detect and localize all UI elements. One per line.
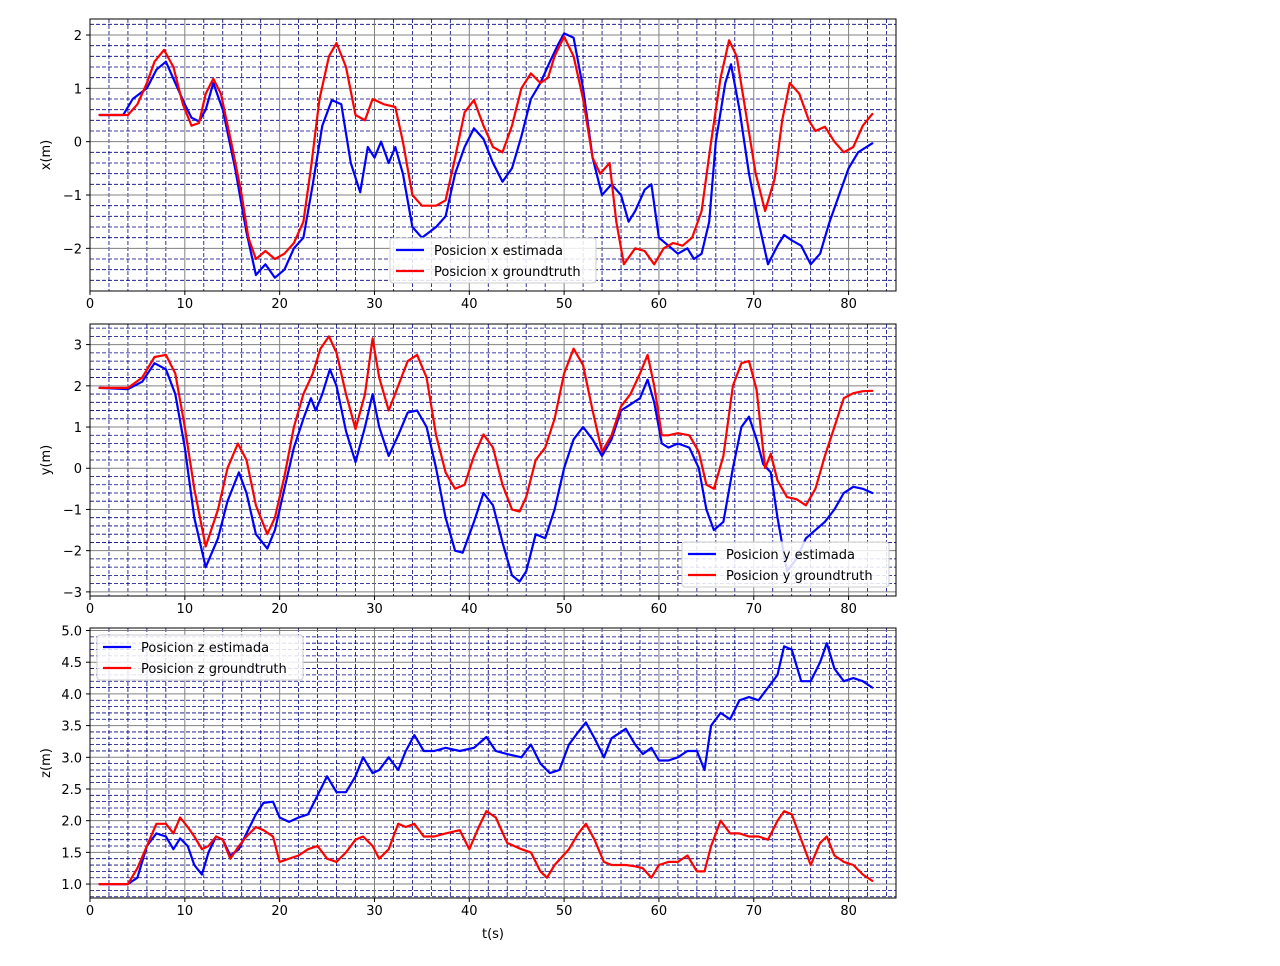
series-line-groundtruth	[98, 335, 874, 548]
x-tick-label: 10	[177, 602, 194, 617]
x-tick-label: 60	[651, 297, 668, 312]
legend-box	[96, 634, 304, 681]
y-tick-label: 2	[74, 380, 82, 395]
legend-label: Posicion z estimada	[141, 641, 269, 656]
y-tick-label: 1	[74, 82, 82, 97]
series-line-groundtruth	[98, 35, 874, 266]
x-tick-label: 30	[366, 297, 383, 312]
legend: Posicion z estimada Posicion z groundtrut…	[96, 634, 304, 681]
x-tick-label: 40	[461, 297, 478, 312]
y-axis-label: y(m)	[39, 445, 54, 476]
legend-box	[389, 237, 597, 284]
x-tick-label: 0	[86, 602, 94, 617]
legend-label: Posicion x groundtruth	[434, 265, 581, 280]
legend: Posicion x estimada Posicion x groundtrut…	[389, 237, 597, 284]
y-tick-label: 1	[74, 421, 82, 436]
legend-box	[681, 541, 890, 588]
legend-label: Posicion y estimada	[726, 548, 855, 563]
x-tick-label: 50	[556, 904, 573, 919]
x-tick-label: 10	[177, 904, 194, 919]
x-tick-label: 10	[177, 297, 194, 312]
x-tick-label: 60	[651, 904, 668, 919]
x-tick-label: 70	[745, 602, 762, 617]
panel-z-position: 0 10 20 30 40 50 60 70 80 1.0 1.5 2.0 2.5 3.0 3.5 4.0 4.…	[39, 625, 897, 942]
y-tick-label: 3.0	[61, 751, 82, 766]
y-tick-label: 4.5	[61, 656, 82, 671]
panel-x-position: 0 10 20 30 40 50 60 70 80 −2 −1 0 1 2 x(m) Posicion x e…	[39, 18, 897, 312]
y-tick-label: 2	[74, 29, 82, 44]
y-axis-label: z(m)	[39, 748, 54, 778]
y-tick-label: −3	[63, 586, 82, 601]
x-tick-label: 60	[651, 602, 668, 617]
x-tick-label: 20	[271, 297, 288, 312]
panel-y-position: 0 10 20 30 40 50 60 70 80 −3 −2 −1 0 1 2 3 y(m) Posicion …	[39, 323, 897, 617]
y-tick-label: −1	[63, 503, 82, 518]
x-tick-label: 70	[745, 904, 762, 919]
x-tick-label: 80	[840, 297, 857, 312]
x-tick-label: 50	[556, 602, 573, 617]
y-tick-label: 2.5	[61, 783, 82, 798]
x-axis-label: t(s)	[482, 927, 504, 942]
legend-label: Posicion z groundtruth	[141, 662, 287, 677]
y-tick-label: 1.5	[61, 846, 82, 861]
y-tick-label: 2.0	[61, 815, 82, 830]
y-tick-label: 1.0	[61, 878, 82, 893]
y-tick-label: −2	[63, 242, 82, 257]
y-tick-label: 3.5	[61, 720, 82, 735]
legend-label: Posicion y groundtruth	[726, 569, 873, 584]
y-axis-label: x(m)	[39, 140, 54, 171]
y-tick-label: 0	[74, 462, 82, 477]
x-tick-label: 30	[366, 904, 383, 919]
x-tick-label: 80	[840, 904, 857, 919]
y-tick-label: 0	[74, 136, 82, 151]
axes-frame	[89, 323, 897, 597]
legend: Posicion y estimada Posicion y groundtrut…	[681, 541, 890, 588]
x-tick-label: 0	[86, 904, 94, 919]
x-tick-label: 0	[86, 297, 94, 312]
x-tick-label: 30	[366, 602, 383, 617]
x-tick-label: 50	[556, 297, 573, 312]
grid	[89, 628, 896, 898]
x-tick-label: 80	[840, 602, 857, 617]
axes-frame	[89, 627, 897, 899]
x-tick-label: 70	[745, 297, 762, 312]
y-tick-label: −1	[63, 189, 82, 204]
x-tick-label: 20	[271, 904, 288, 919]
x-tick-label: 40	[461, 602, 478, 617]
y-tick-label: −2	[63, 545, 82, 560]
series-line-groundtruth	[98, 810, 874, 886]
axes-frame	[89, 18, 897, 292]
legend-label: Posicion x estimada	[434, 244, 563, 259]
y-tick-label: 5.0	[61, 625, 82, 640]
series-line-estimada	[98, 362, 874, 583]
y-tick-label: 3	[74, 339, 82, 354]
y-tick-label: 4.0	[61, 688, 82, 703]
x-tick-label: 20	[271, 602, 288, 617]
x-tick-label: 40	[461, 904, 478, 919]
